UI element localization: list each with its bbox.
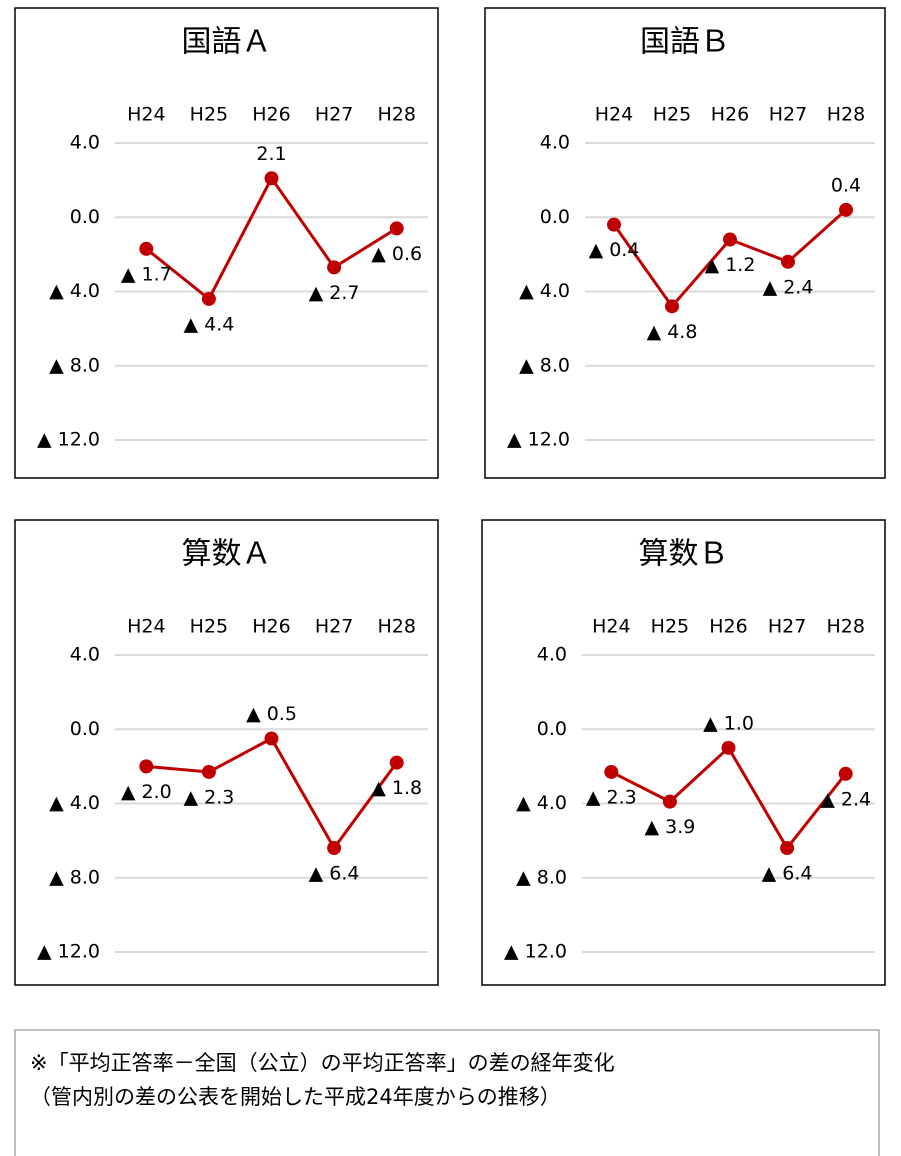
x-tick-label: H25 [651,616,689,638]
y-tick-label: 4.0 [70,644,100,666]
data-label: 2.1 [256,143,286,165]
y-tick-label: 4.0 [540,132,570,154]
y-tick-label: 0.0 [70,718,100,740]
data-label: ▲ 2.3 [586,786,637,808]
x-tick-label: H26 [252,616,290,638]
x-tick-label: H25 [653,104,691,126]
y-tick-label: 0.0 [70,206,100,228]
data-line [145,175,398,302]
y-tick-label: ▲ 12.0 [37,941,100,963]
y-tick-label: ▲ 8.0 [519,354,570,376]
note-line: ※「平均正答率－全国（公立）の平均正答率」の差の経年変化 [30,1051,615,1075]
chart-frame [484,7,886,479]
data-point [607,217,621,232]
y-tick-label: ▲ 8.0 [516,866,567,888]
chart-title: 算数Ａ [182,537,272,572]
data-label: ▲ 1.0 [703,712,754,734]
x-tick-label: H28 [827,104,865,126]
data-label: ▲ 2.3 [183,786,234,808]
x-tick-label: H24 [595,104,633,126]
y-tick-label: ▲ 4.0 [49,280,100,302]
data-point [201,764,216,779]
chart-title: 国語Ｂ [640,25,730,60]
data-point [264,171,279,186]
y-tick-label: 4.0 [70,132,100,154]
x-tick-label: H24 [127,104,165,126]
y-tick-label: ▲ 4.0 [519,280,570,302]
data-point [327,841,342,856]
data-label: ▲ 2.7 [309,282,360,304]
note-line: （管内別の差の公表を開始した平成24年度からの推移） [30,1085,561,1109]
data-point [264,731,279,746]
data-point [662,794,677,809]
x-tick-label: H24 [127,616,165,638]
x-tick-label: H28 [377,616,415,638]
data-label: ▲ 1.7 [121,263,172,285]
y-tick-label: ▲ 8.0 [49,866,100,888]
data-point [201,291,216,306]
data-label: ▲ 4.4 [183,313,234,335]
chart-frame [14,519,439,986]
chart-frame [481,519,886,986]
data-point [665,299,679,314]
x-tick-label: H24 [592,616,630,638]
data-label: ▲ 1.2 [705,254,756,276]
data-point [389,755,404,770]
data-label: ▲ 3.9 [644,816,695,838]
data-label: ▲ 6.4 [309,863,360,885]
x-tick-label: H25 [190,104,228,126]
data-label: ▲ 1.8 [371,777,422,799]
data-point [389,221,404,236]
x-tick-label: H25 [190,616,228,638]
data-label: ▲ 0.5 [246,703,297,725]
data-point [780,841,795,856]
data-label: ▲ 4.8 [647,321,698,343]
note-box [14,1029,880,1156]
x-tick-label: H27 [315,104,353,126]
x-tick-label: H27 [768,616,806,638]
data-label: ▲ 2.0 [121,781,172,803]
data-label: 0.4 [831,174,861,196]
x-tick-label: H28 [377,104,415,126]
y-tick-label: ▲ 8.0 [49,354,100,376]
data-point [327,260,342,275]
data-label: ▲ 0.6 [371,243,422,265]
y-tick-label: ▲ 12.0 [507,429,570,451]
x-tick-label: H26 [711,104,749,126]
y-tick-label: 0.0 [540,206,570,228]
y-tick-label: 0.0 [537,718,567,740]
data-point [604,764,619,779]
x-tick-label: H27 [315,616,353,638]
data-label: ▲ 2.4 [820,788,871,810]
y-tick-label: ▲ 12.0 [37,429,100,451]
chart-frame [14,7,439,479]
data-point [838,766,853,781]
data-point [839,202,853,217]
data-point [139,759,154,774]
chart-title: 国語Ａ [182,25,272,60]
data-point [721,740,736,755]
data-point [139,241,154,256]
data-label: ▲ 0.4 [589,239,640,261]
data-label: ▲ 2.4 [763,276,814,298]
y-tick-label: 4.0 [537,644,567,666]
y-tick-label: ▲ 4.0 [516,792,567,814]
chart-title: 算数Ｂ [639,537,729,572]
x-tick-label: H26 [252,104,290,126]
data-point [781,254,795,269]
y-tick-label: ▲ 12.0 [504,941,567,963]
x-tick-label: H28 [826,616,864,638]
y-tick-label: ▲ 4.0 [49,792,100,814]
x-tick-label: H26 [709,616,747,638]
x-tick-label: H27 [769,104,807,126]
data-point [723,232,737,247]
data-label: ▲ 6.4 [762,863,813,885]
